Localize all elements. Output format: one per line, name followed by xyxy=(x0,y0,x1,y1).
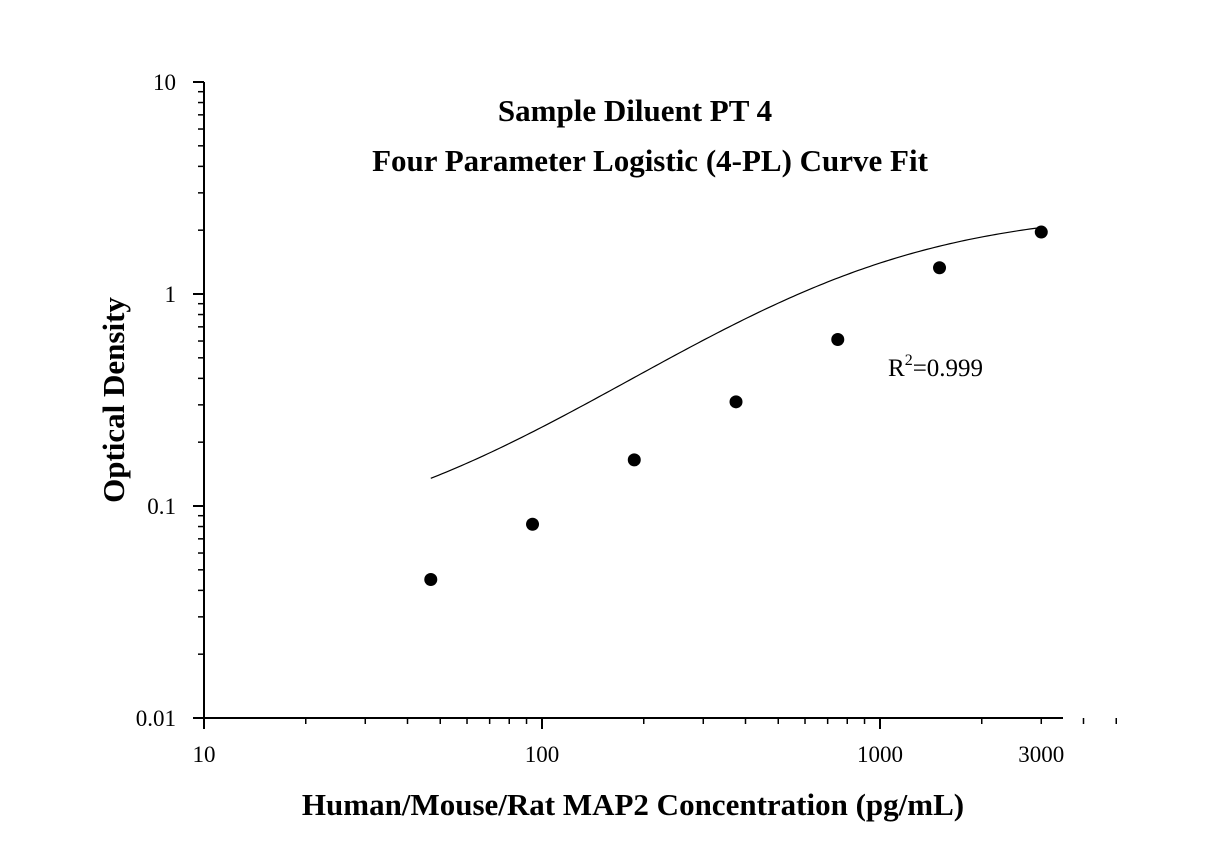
r-squared-annotation: R2=0.999 xyxy=(888,352,983,382)
x-tick-label: 1000 xyxy=(857,742,903,767)
data-points xyxy=(424,225,1048,587)
x-major-ticks xyxy=(203,718,881,729)
chart-title: Sample Diluent PT 4 Four Parameter Logis… xyxy=(372,93,929,178)
data-point xyxy=(831,333,845,347)
data-point xyxy=(627,453,641,467)
data-point xyxy=(933,261,947,275)
y-tick-labels: 0.01 0.1 1 10 xyxy=(136,70,176,731)
x-minor-ticks xyxy=(304,718,1118,724)
x-axis-label: Human/Mouse/Rat MAP2 Concentration (pg/m… xyxy=(302,787,964,822)
x-tick-label: 100 xyxy=(525,742,560,767)
y-axis-label: Optical Density xyxy=(96,297,131,503)
y-tick-label: 1 xyxy=(165,282,177,307)
chart-title-line-1: Sample Diluent PT 4 xyxy=(498,93,772,128)
y-tick-label: 0.1 xyxy=(147,494,176,519)
x-tick-label: 10 xyxy=(193,742,216,767)
axes xyxy=(203,82,1063,719)
fit-curve-line xyxy=(430,226,1042,479)
y-major-ticks xyxy=(193,81,204,719)
data-point xyxy=(729,395,743,409)
y-tick-label: 0.01 xyxy=(136,706,176,731)
y-minor-ticks xyxy=(198,90,204,655)
x-tick-label: 3000 xyxy=(1018,742,1064,767)
x-tick-labels: 10 100 1000 3000 xyxy=(193,742,1065,767)
y-tick-label: 10 xyxy=(153,70,176,95)
chart-title-line-2: Four Parameter Logistic (4-PL) Curve Fit xyxy=(372,143,929,178)
data-point xyxy=(526,517,540,531)
data-point xyxy=(424,573,438,587)
data-point xyxy=(1034,225,1048,239)
